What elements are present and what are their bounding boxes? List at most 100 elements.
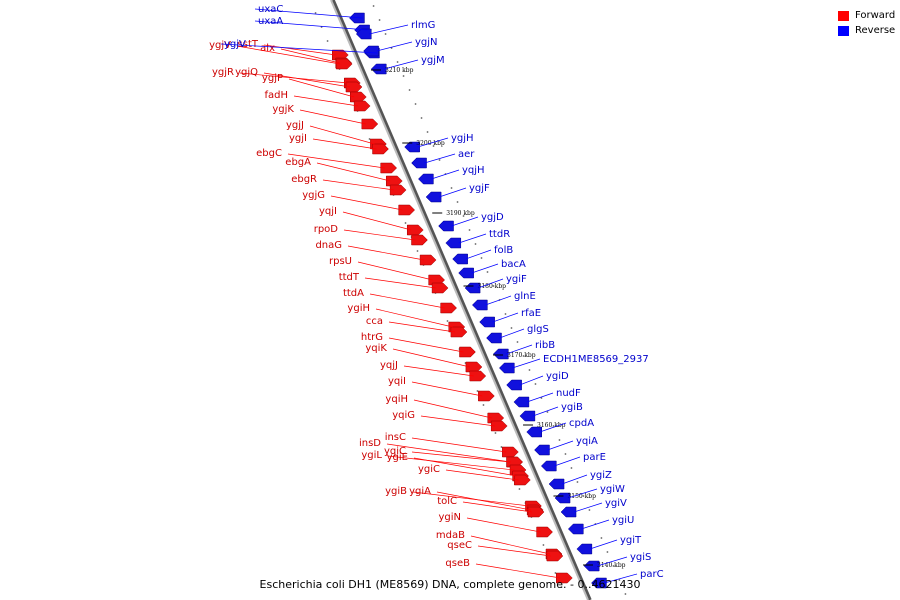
track-dot xyxy=(540,397,543,399)
forward-gene-connector xyxy=(388,321,455,333)
forward-gene-connector xyxy=(364,277,437,289)
track-dot xyxy=(504,313,507,315)
reverse-gene-connector xyxy=(554,456,581,467)
legend-forward-label: Forward xyxy=(855,10,896,21)
reverse-gene-label: ygiZ xyxy=(590,470,612,481)
scale-tick-label: 3170 kbp xyxy=(507,352,536,359)
forward-gene-label: ygjI xyxy=(289,133,307,144)
track-dot xyxy=(558,439,561,441)
track-dot xyxy=(554,572,557,574)
reverse-gene-connector xyxy=(547,440,574,451)
forward-gene-label: insC xyxy=(385,432,406,443)
reverse-gene-label: bacA xyxy=(501,259,526,270)
forward-gene-label: ygjK xyxy=(272,104,294,115)
reverse-gene-block xyxy=(355,28,372,40)
forward-gene-label: qseC xyxy=(447,540,472,551)
reverse-gene-connector xyxy=(539,422,567,433)
reverse-gene-connector xyxy=(512,358,541,369)
forward-gene-connector xyxy=(413,399,492,419)
reverse-gene-connector xyxy=(485,295,512,306)
forward-gene-label: mdaB xyxy=(436,530,465,541)
forward-gene-label: qseB xyxy=(445,558,470,569)
track-dot xyxy=(468,229,471,231)
track-dot xyxy=(384,33,387,35)
track-dot xyxy=(396,61,399,63)
forward-gene-label: ygiL xyxy=(361,450,382,461)
forward-gene-label: yqiK xyxy=(365,343,387,354)
forward-gene-connector xyxy=(299,109,366,125)
track-dot xyxy=(494,432,497,434)
forward-gene-connector xyxy=(342,211,412,231)
track-dot xyxy=(416,250,419,252)
reverse-gene-label: yqjH xyxy=(462,165,485,176)
track-dot xyxy=(588,509,591,511)
reverse-gene-connector xyxy=(369,24,409,35)
forward-gene-label: ygiH xyxy=(347,303,370,314)
forward-gene-connector xyxy=(388,337,464,353)
reverse-gene-block xyxy=(534,444,550,456)
forward-gene-label: ygjR xyxy=(212,67,234,78)
track-dot xyxy=(378,19,381,21)
reverse-gene-label: nudF xyxy=(556,388,581,399)
forward-gene-connector xyxy=(411,381,483,397)
forward-gene-connector xyxy=(357,261,433,281)
track-dot xyxy=(372,5,375,7)
forward-gene-label: ygjP xyxy=(262,73,283,84)
reverse-gene-connector xyxy=(451,216,479,227)
genome-backbone xyxy=(330,0,589,600)
reverse-gene-label: ygjM xyxy=(421,55,445,66)
forward-gene-label: yqiG xyxy=(392,410,415,421)
track-dot xyxy=(492,285,495,287)
forward-gene-block xyxy=(490,420,508,432)
reverse-gene-label: ygiB xyxy=(561,402,583,413)
track-dot xyxy=(432,145,435,147)
reverse-gene-label: ygiW xyxy=(600,484,625,495)
track-dot xyxy=(618,579,621,581)
track-dot xyxy=(326,40,329,42)
forward-gene-connector xyxy=(375,308,453,328)
reverse-gene-connector xyxy=(458,233,487,244)
reverse-gene-block xyxy=(479,316,495,328)
scale-tick-label: 3150 kbp xyxy=(567,493,596,500)
reverse-gene-label: ygiF xyxy=(506,274,527,285)
forward-gene-connector xyxy=(347,245,425,261)
forward-gene-block xyxy=(411,234,428,246)
forward-gene-connector xyxy=(309,125,375,145)
track-dot xyxy=(486,271,489,273)
reverse-gene-block xyxy=(591,577,607,589)
track-dot xyxy=(414,103,417,105)
forward-gene-connector xyxy=(477,545,551,557)
reverse-gene-block xyxy=(363,45,379,57)
forward-gene-connector xyxy=(387,455,515,471)
forward-gene-label: ttdT xyxy=(339,272,360,283)
forward-gene-block xyxy=(478,390,495,402)
reverse-gene-connector xyxy=(573,502,603,513)
track-dot xyxy=(480,257,483,259)
track-dot xyxy=(456,201,459,203)
reverse-gene-connector xyxy=(506,344,533,355)
legend-reverse: Reverse xyxy=(838,23,895,38)
reverse-gene-connector xyxy=(417,137,449,148)
reverse-gene-connector xyxy=(477,278,504,289)
track-dot xyxy=(518,488,521,490)
forward-gene-label: rpsU xyxy=(329,256,352,267)
track-dot xyxy=(564,453,567,455)
forward-gene-block xyxy=(465,361,483,373)
reverse-gene-label: ygiV xyxy=(605,498,627,509)
forward-gene-connector xyxy=(312,138,377,150)
forward-gene-label: ygiA xyxy=(409,486,431,497)
track-dot xyxy=(368,138,371,140)
forward-gene-connector xyxy=(420,415,496,427)
reverse-gene-label: ttdR xyxy=(489,229,510,240)
reverse-gene-block xyxy=(506,379,522,391)
forward-gene-block xyxy=(469,370,487,382)
reverse-gene-label: yqiA xyxy=(576,436,598,447)
gene-track xyxy=(332,12,607,589)
reverse-gene-connector xyxy=(561,474,588,485)
forward-gene-label: yqjI xyxy=(319,206,337,217)
forward-gene-connector xyxy=(280,48,340,64)
reverse-gene-block xyxy=(452,253,468,265)
reverse-gene-block xyxy=(540,460,557,472)
track-dot xyxy=(408,89,411,91)
reverse-gene-label: ygiD xyxy=(546,371,569,382)
